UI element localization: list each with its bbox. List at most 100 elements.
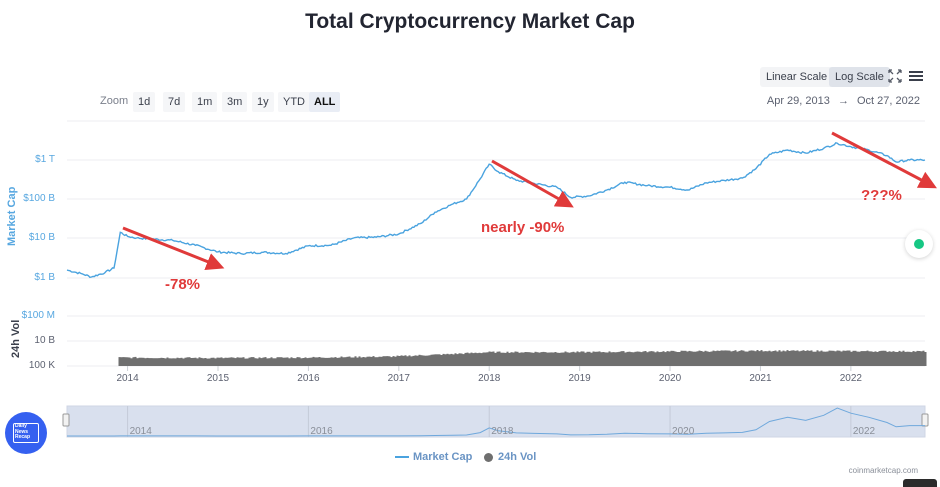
credit-link[interactable]: coinmarketcap.com [848, 466, 918, 475]
volume-bar [644, 351, 647, 366]
legend-market-cap[interactable]: Market Cap [395, 451, 472, 463]
volume-bar [498, 351, 501, 366]
volume-bar [396, 355, 399, 366]
volume-bar [382, 356, 385, 366]
overlay-tab [903, 479, 937, 487]
volume-bar [300, 358, 303, 366]
volume-bar [320, 357, 323, 366]
volume-bar [882, 350, 885, 366]
legend-24h-vol[interactable]: 24h Vol [484, 451, 536, 463]
volume-bar [468, 353, 471, 366]
annotation-90: nearly -90% [481, 219, 565, 236]
volume-bar [692, 351, 695, 366]
volume-bar [904, 351, 907, 366]
volume-bar [702, 351, 705, 366]
volume-bar [632, 352, 635, 366]
volume-bar [304, 357, 307, 366]
volume-bar [268, 358, 271, 366]
navigator-handle-left [62, 413, 70, 427]
zoom-1d-button[interactable]: 1d [133, 92, 156, 112]
volume-bar [914, 351, 917, 366]
volume-bar [822, 351, 825, 366]
volume-bar [752, 350, 755, 366]
volume-bar [122, 357, 125, 366]
volume-bar [140, 357, 143, 366]
expand-icon[interactable] [886, 67, 904, 85]
volume-bar [482, 352, 485, 366]
volume-bar [394, 356, 397, 366]
volume-bar [916, 350, 919, 366]
volume-bar [224, 357, 227, 366]
volume-bar [618, 351, 621, 366]
volume-bar [178, 358, 181, 366]
volume-bar [524, 352, 527, 366]
volume-bar [412, 355, 415, 366]
volume-bar [764, 351, 767, 366]
volume-bar [684, 350, 687, 366]
volume-bar [512, 352, 515, 366]
volume-bar [558, 352, 561, 366]
volume-bar [878, 351, 881, 366]
volume-bar [356, 357, 359, 366]
volume-bar [642, 351, 645, 366]
volume-bar [784, 351, 787, 366]
volume-bar [848, 350, 851, 366]
volume-bar [808, 350, 811, 366]
volume-bar [700, 351, 703, 366]
volume-bar [258, 357, 261, 366]
volume-bar [544, 352, 547, 366]
volume-bar [448, 354, 451, 366]
volume-bar [456, 354, 459, 366]
volume-bar [750, 350, 753, 366]
x-tick-label: 2015 [206, 373, 230, 384]
volume-bar [840, 351, 843, 366]
volume-bar [790, 350, 793, 366]
volume-bar [254, 358, 257, 366]
vol-tick-10b: 10 B [34, 335, 55, 346]
volume-bar [294, 358, 297, 366]
volume-bar [690, 351, 693, 366]
volume-bar [160, 357, 163, 366]
volume-bar [816, 350, 819, 366]
volume-bar [890, 351, 893, 366]
linear-scale-button[interactable]: Linear Scale [760, 67, 834, 87]
volume-bar [674, 351, 677, 366]
volume-bar [516, 351, 519, 366]
volume-bar [754, 351, 757, 366]
zoom-1m-button[interactable]: 1m [192, 92, 218, 112]
zoom-7d-button[interactable]: 7d [163, 92, 186, 112]
volume-bar [630, 352, 633, 366]
volume-bar [624, 352, 627, 366]
volume-bar [536, 352, 539, 366]
volume-bar [768, 350, 771, 366]
volume-bar [770, 351, 773, 366]
volume-bar [710, 351, 713, 366]
volume-bar [334, 357, 337, 366]
floating-action-button[interactable] [905, 230, 933, 258]
y-tick-100b: $100 B [23, 193, 55, 204]
zoom-ytd-button[interactable]: YTD [278, 92, 310, 112]
volume-bar [176, 357, 179, 366]
volume-bar [152, 358, 155, 366]
volume-bar [872, 351, 875, 366]
volume-bar [166, 357, 169, 366]
volume-bar [270, 357, 273, 366]
volume-bar [492, 351, 495, 366]
zoom-1y-button[interactable]: 1y [252, 92, 274, 112]
vol-tick-100m: $100 M [21, 310, 55, 321]
hamburger-icon[interactable] [908, 68, 924, 84]
volume-bar [232, 357, 235, 366]
volume-bar [206, 358, 209, 366]
volume-bar [372, 356, 375, 366]
volume-bar [340, 356, 343, 366]
volume-bar [722, 350, 725, 366]
volume-bar [920, 351, 923, 366]
log-scale-button[interactable]: Log Scale [829, 67, 890, 87]
volume-bar [756, 350, 759, 366]
zoom-3m-button[interactable]: 3m [222, 92, 248, 112]
volume-bar [578, 352, 581, 366]
zoom-all-button[interactable]: ALL [309, 92, 341, 112]
volume-bar [884, 350, 887, 366]
volume-bar [440, 355, 443, 366]
